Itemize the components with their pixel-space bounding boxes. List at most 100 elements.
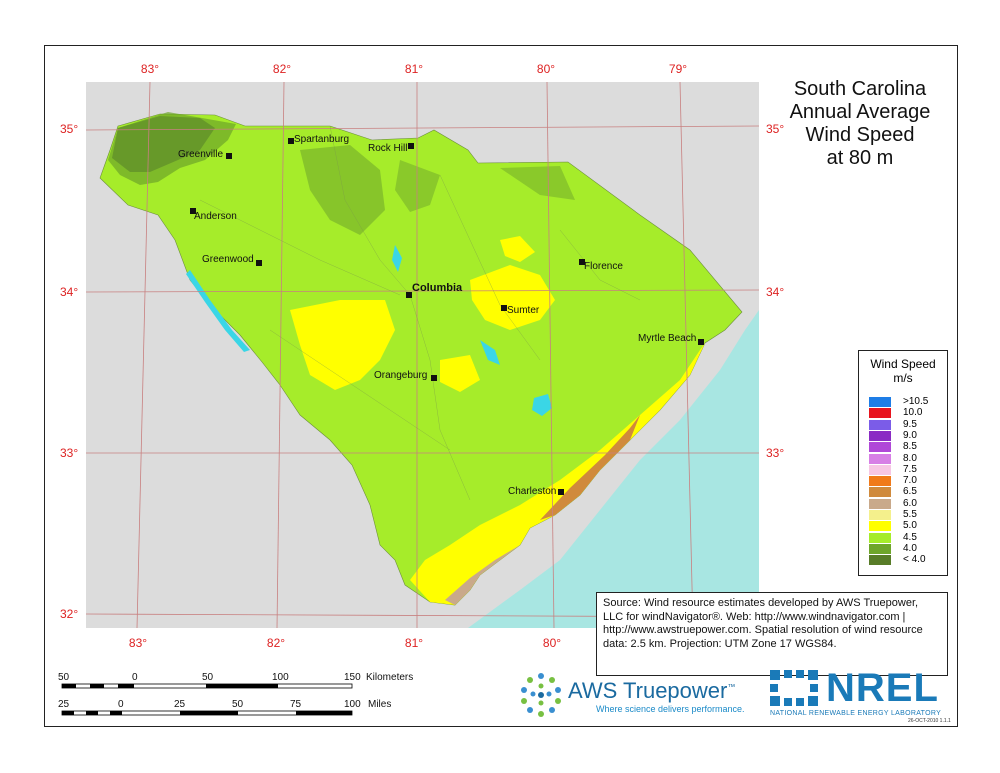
city-label-sumter: Sumter <box>507 305 540 316</box>
legend-swatch <box>869 498 891 509</box>
scale-km <box>61 683 353 689</box>
legend-label: 6.5 <box>903 486 917 498</box>
legend-label: 8.5 <box>903 441 917 453</box>
hills-b <box>395 160 440 212</box>
legend-swatch <box>869 453 891 464</box>
legend-label: 5.0 <box>903 520 917 532</box>
aws-name-b: Truepower <box>623 678 728 703</box>
lon-top-82: 82° <box>272 62 292 76</box>
city-label-florence: Florence <box>584 261 623 272</box>
lon-top-79: 79° <box>668 62 688 76</box>
aws-tm: ™ <box>727 682 736 692</box>
aws-name: AWS Truepower™ <box>568 678 735 704</box>
graticule <box>85 81 760 629</box>
legend-label: 6.0 <box>903 497 917 509</box>
scale-km-label-50w: 50 <box>58 672 70 683</box>
legend-label: 4.5 <box>903 531 917 543</box>
legend-label: >10.5 <box>903 396 929 407</box>
legend-swatch <box>869 476 891 487</box>
map-title: South Carolina Annual Average Wind Speed… <box>760 78 960 170</box>
lon-bottom-81: 81° <box>404 636 424 650</box>
city-label-myrtle-beach: Myrtle Beach <box>638 333 697 344</box>
city-marker-spartanburg <box>288 138 294 144</box>
legend-swatch <box>869 487 891 498</box>
city-marker-sumter <box>501 305 507 311</box>
scale-mi-label-100: 100 <box>344 699 361 710</box>
legend-title: Wind Speed m/s <box>859 357 947 385</box>
lon-top-83: 83° <box>140 62 160 76</box>
patch-yellow-3 <box>500 236 535 262</box>
legend: Wind Speed m/s >10.5 10.0 9.5 9.0 8.5 8.0 7.5 7… <box>858 350 948 576</box>
city-marker-greenwood <box>256 260 262 266</box>
legend-label: 8.0 <box>903 452 917 464</box>
scale-km-label-100: 100 <box>272 672 289 683</box>
legend-title-line-2: m/s <box>893 371 913 385</box>
legend-label: 4.0 <box>903 542 917 554</box>
scale-km-label-50: 50 <box>202 672 214 683</box>
city-marker-greenville <box>226 153 232 159</box>
legend-swatch <box>869 521 891 532</box>
lat-left-33: 33° <box>60 446 79 460</box>
legend-label: < 4.0 <box>903 554 926 566</box>
patch-yellow-2 <box>470 265 555 330</box>
lon-top-81: 81° <box>404 62 424 76</box>
legend-swatch <box>869 464 891 475</box>
title-line-2: Annual Average <box>789 101 931 123</box>
aws-dots-icon <box>521 673 561 717</box>
legend-swatch <box>869 442 891 453</box>
city-label-greenville: Greenville <box>178 149 224 160</box>
legend-swatch <box>869 510 891 520</box>
title-line-1: South Carolina <box>793 78 927 100</box>
legend-swatch <box>869 555 891 566</box>
lat-left-35: 35° <box>60 122 79 136</box>
lon-bottom-82: 82° <box>266 636 286 650</box>
scale-mi-label-0: 0 <box>118 699 124 710</box>
hills-c <box>500 166 575 200</box>
lat-right-34: 34° <box>766 285 785 299</box>
lat-right-33: 33° <box>766 446 785 460</box>
aws-tagline: Where science delivers performance. <box>596 704 745 714</box>
nrel-logo: NREL NATIONAL RENEWABLE ENERGY LABORATOR… <box>768 666 944 718</box>
city-label-columbia: Columbia <box>412 282 463 294</box>
title-line-4: at 80 m <box>826 147 894 169</box>
scale-mi-label-75: 75 <box>290 699 302 710</box>
lon-top-80: 80° <box>536 62 556 76</box>
city-marker-myrtle-beach <box>698 339 704 345</box>
city-marker-florence <box>579 259 585 265</box>
date-stamp: 26-OCT-2010 1.1.1 <box>908 718 951 724</box>
lake-murray <box>392 245 402 272</box>
patch-yellow-1 <box>290 300 395 390</box>
scale-km-label-150: 150 <box>344 672 361 683</box>
legend-label: 7.0 <box>903 475 917 487</box>
coast-yellow <box>410 343 705 605</box>
city-label-greenwood: Greenwood <box>202 254 254 265</box>
scale-km-unit: Kilometers <box>366 672 414 683</box>
scale-mi-label-25w: 25 <box>58 699 70 710</box>
mountain-mid <box>108 112 236 185</box>
lake-marion <box>532 394 552 416</box>
legend-label: 5.5 <box>903 509 917 520</box>
hills-a <box>300 145 385 235</box>
legend-label: 10.0 <box>903 407 923 419</box>
aws-name-a: AWS <box>568 678 618 703</box>
legend-swatch <box>869 543 891 554</box>
city-marker-charleston <box>558 489 564 495</box>
nrel-emblem-icon <box>770 670 818 706</box>
legend-label: 9.5 <box>903 418 917 430</box>
city-label-anderson: Anderson <box>194 211 237 222</box>
legend-swatch <box>869 408 891 419</box>
legend-swatch <box>869 397 891 407</box>
savannah-river <box>186 270 250 352</box>
legend-swatch <box>869 430 891 441</box>
lake-moultrie <box>480 340 500 365</box>
coast-tan <box>445 545 520 605</box>
aws-truepower-logo: AWS Truepower™ Where science delivers pe… <box>516 670 756 718</box>
coast-orange <box>540 415 640 520</box>
scale-mi-label-50: 50 <box>232 699 244 710</box>
scale-km-label-0: 0 <box>132 672 138 683</box>
city-label-charleston: Charleston <box>508 486 557 497</box>
patch-yellow-4 <box>440 355 480 392</box>
legend-title-line-1: Wind Speed <box>870 357 936 371</box>
scale-mi-label-25: 25 <box>174 699 186 710</box>
